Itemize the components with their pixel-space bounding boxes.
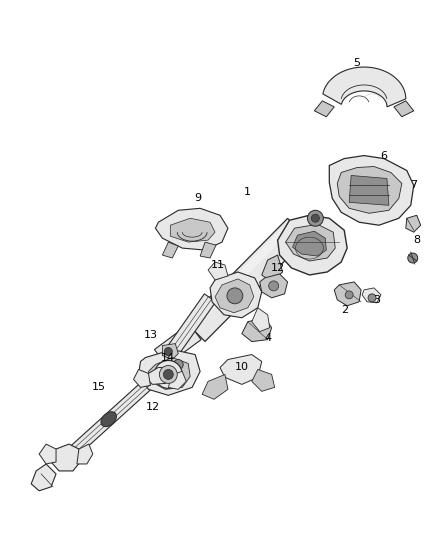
- Polygon shape: [215, 279, 254, 313]
- Text: 3: 3: [374, 295, 381, 305]
- Text: 10: 10: [235, 362, 249, 373]
- Polygon shape: [293, 231, 326, 256]
- Circle shape: [155, 360, 182, 389]
- Polygon shape: [252, 308, 270, 332]
- Polygon shape: [260, 274, 288, 298]
- Polygon shape: [323, 67, 406, 107]
- Text: 6: 6: [381, 151, 388, 160]
- Polygon shape: [406, 215, 421, 232]
- Polygon shape: [51, 444, 81, 471]
- Polygon shape: [278, 215, 347, 275]
- Polygon shape: [242, 318, 272, 342]
- Ellipse shape: [101, 412, 117, 426]
- Circle shape: [159, 366, 177, 383]
- Polygon shape: [168, 372, 186, 389]
- Text: 11: 11: [211, 260, 225, 270]
- Text: 12: 12: [271, 263, 285, 273]
- Text: 4: 4: [264, 333, 271, 343]
- Polygon shape: [162, 242, 178, 258]
- Polygon shape: [210, 272, 262, 318]
- Polygon shape: [185, 219, 307, 342]
- Text: 5: 5: [353, 58, 360, 68]
- Polygon shape: [314, 101, 334, 117]
- Text: 14: 14: [161, 352, 175, 362]
- Text: 9: 9: [194, 193, 201, 204]
- Polygon shape: [262, 255, 283, 282]
- Polygon shape: [200, 242, 216, 258]
- Circle shape: [164, 348, 172, 356]
- Polygon shape: [153, 294, 216, 375]
- Polygon shape: [77, 444, 93, 464]
- Polygon shape: [155, 208, 228, 250]
- Text: 7: 7: [410, 181, 417, 190]
- Polygon shape: [208, 262, 228, 280]
- Text: 8: 8: [413, 235, 420, 245]
- Polygon shape: [134, 369, 150, 387]
- Text: 13: 13: [143, 329, 157, 340]
- Polygon shape: [155, 324, 201, 366]
- Circle shape: [368, 294, 376, 302]
- Text: 2: 2: [341, 305, 348, 315]
- Polygon shape: [59, 373, 159, 465]
- Polygon shape: [286, 224, 335, 261]
- Polygon shape: [202, 375, 228, 399]
- Polygon shape: [31, 464, 56, 491]
- Polygon shape: [329, 156, 414, 225]
- Polygon shape: [145, 367, 172, 384]
- Polygon shape: [220, 354, 262, 384]
- Polygon shape: [394, 101, 414, 117]
- Polygon shape: [162, 344, 178, 360]
- Polygon shape: [362, 288, 381, 303]
- Polygon shape: [337, 166, 402, 213]
- Polygon shape: [334, 282, 361, 306]
- Polygon shape: [187, 220, 296, 330]
- Circle shape: [163, 369, 173, 379]
- Polygon shape: [349, 175, 389, 205]
- Polygon shape: [39, 444, 56, 464]
- Circle shape: [345, 291, 353, 299]
- Text: 12: 12: [145, 402, 159, 412]
- Polygon shape: [148, 358, 190, 389]
- Text: 1: 1: [244, 188, 251, 197]
- Polygon shape: [252, 369, 275, 391]
- Circle shape: [268, 281, 279, 291]
- Polygon shape: [138, 350, 200, 395]
- Polygon shape: [170, 218, 215, 242]
- Circle shape: [173, 360, 183, 369]
- Circle shape: [408, 253, 418, 263]
- Circle shape: [227, 288, 243, 304]
- Circle shape: [307, 211, 323, 226]
- Circle shape: [311, 214, 319, 222]
- Text: 15: 15: [92, 382, 106, 392]
